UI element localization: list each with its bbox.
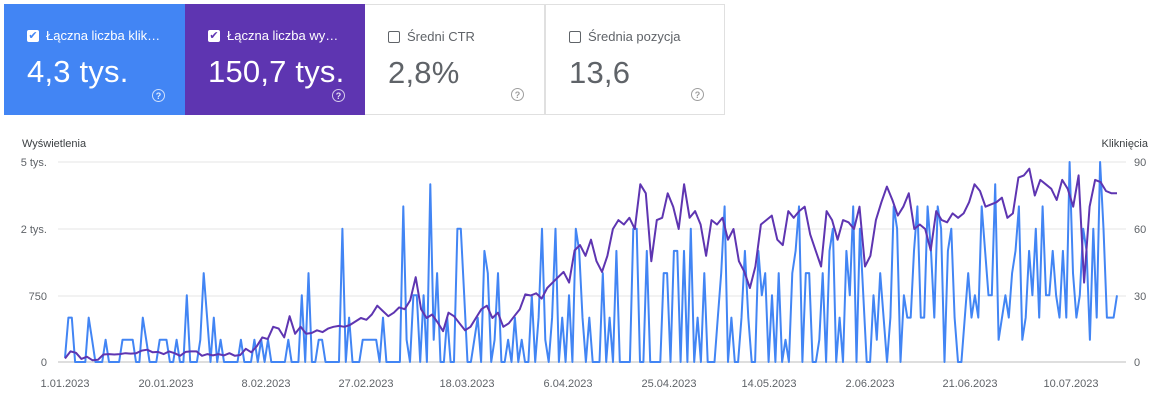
left-tick-label: 5 tys. [21,157,47,169]
left-tick-label: 750 [29,291,47,303]
series-line [64,161,1118,363]
metric-value: 4,3 tys. [27,54,129,89]
x-tick-label: 8.02.2023 [242,378,291,390]
right-axis-title: Kliknięcia [1101,138,1148,150]
x-tick-label: 21.06.2023 [942,378,997,390]
right-tick-label: 60 [1134,224,1146,236]
metric-label: Średnia pozycja [588,29,681,44]
x-tick-label: 18.03.2023 [439,378,494,390]
left-tick-label: 0 [41,357,47,369]
help-circle-icon[interactable]: ? [511,88,524,101]
right-tick-label: 90 [1134,157,1146,169]
metric-card-impressions[interactable]: ✔ Łączna liczba wy… 150,7 tys. ? [185,4,365,115]
checkbox-checked-icon[interactable]: ✔ [208,29,220,42]
metric-value: 2,8% [388,55,460,90]
x-tick-label: 1.01.2023 [41,378,90,390]
metric-card-ctr[interactable]: Średni CTR 2,8% ? [365,4,545,115]
metric-cards: ✔ Łączna liczba klik… 4,3 tys. ? ✔ Łączn… [4,4,725,115]
x-tick-label: 6.04.2023 [544,378,593,390]
series-line [64,167,1117,362]
x-tick-label: 2.06.2023 [846,378,895,390]
metric-label: Łączna liczba wy… [227,28,339,43]
metric-label: Łączna liczba klik… [46,28,161,43]
right-tick-label: 0 [1134,357,1140,369]
right-tick-label: 30 [1134,291,1146,303]
checkbox-empty-icon[interactable] [388,31,400,43]
checkbox-empty-icon[interactable] [569,31,581,43]
left-axis-title: Wyświetlenia [22,138,87,150]
metric-value: 13,6 [569,55,631,90]
metric-label: Średni CTR [407,29,475,44]
help-circle-icon[interactable]: ? [152,89,165,102]
metric-card-clicks[interactable]: ✔ Łączna liczba klik… 4,3 tys. ? [4,4,185,115]
x-tick-label: 25.04.2023 [641,378,696,390]
metric-card-position[interactable]: Średnia pozycja 13,6 ? [545,4,725,115]
left-tick-label: 2 tys. [21,224,47,236]
x-tick-label: 20.01.2023 [138,378,193,390]
x-tick-label: 10.07.2023 [1043,378,1098,390]
help-circle-icon[interactable]: ? [332,89,345,102]
x-tick-label: 27.02.2023 [338,378,393,390]
metric-value: 150,7 tys. [208,54,345,89]
help-circle-icon[interactable]: ? [691,88,704,101]
x-tick-label: 14.05.2023 [741,378,796,390]
checkbox-checked-icon[interactable]: ✔ [27,29,39,42]
